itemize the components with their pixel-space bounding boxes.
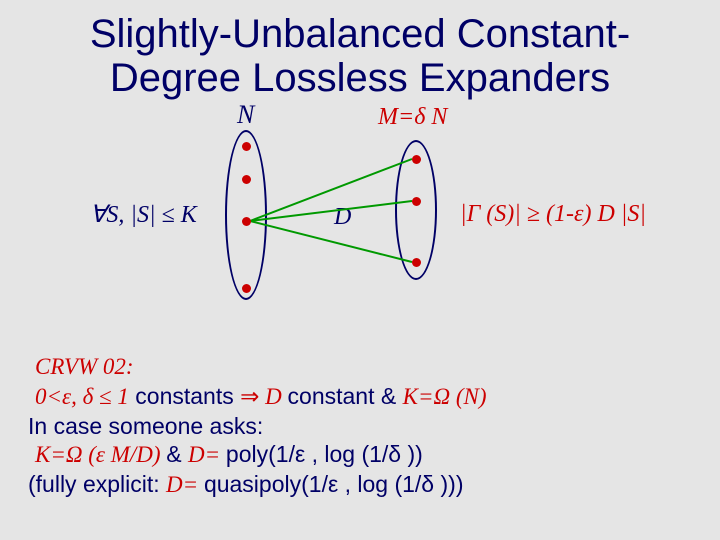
vertex-dot [242, 284, 251, 293]
crvw-line1: 0<ε, δ ≤ 1 constants ⇒ D constant & K=Ω … [35, 382, 487, 412]
vertex-dot [412, 258, 421, 267]
vertex-dot [242, 175, 251, 184]
expander-diagram: N M=δ N ∀S, |S| ≤ K D |Γ (S)| ≥ (1-ε) D … [0, 100, 720, 330]
vertex-dot [242, 142, 251, 151]
slide-title: Slightly-Unbalanced Constant- Degree Los… [0, 0, 720, 100]
vertex-dot [242, 217, 251, 226]
crvw-label: CRVW 02: [35, 352, 134, 382]
aside-label: In case someone asks: [28, 412, 263, 441]
explicit-line: (fully explicit: D= quasipoly(1/ε , log … [28, 470, 463, 500]
k-line: K=Ω (ε M/D) & D= poly(1/ε , log (1/δ )) [35, 440, 423, 470]
vertex-dot [412, 155, 421, 164]
edges-svg [0, 100, 720, 330]
edge [250, 221, 412, 262]
vertex-dot [412, 197, 421, 206]
